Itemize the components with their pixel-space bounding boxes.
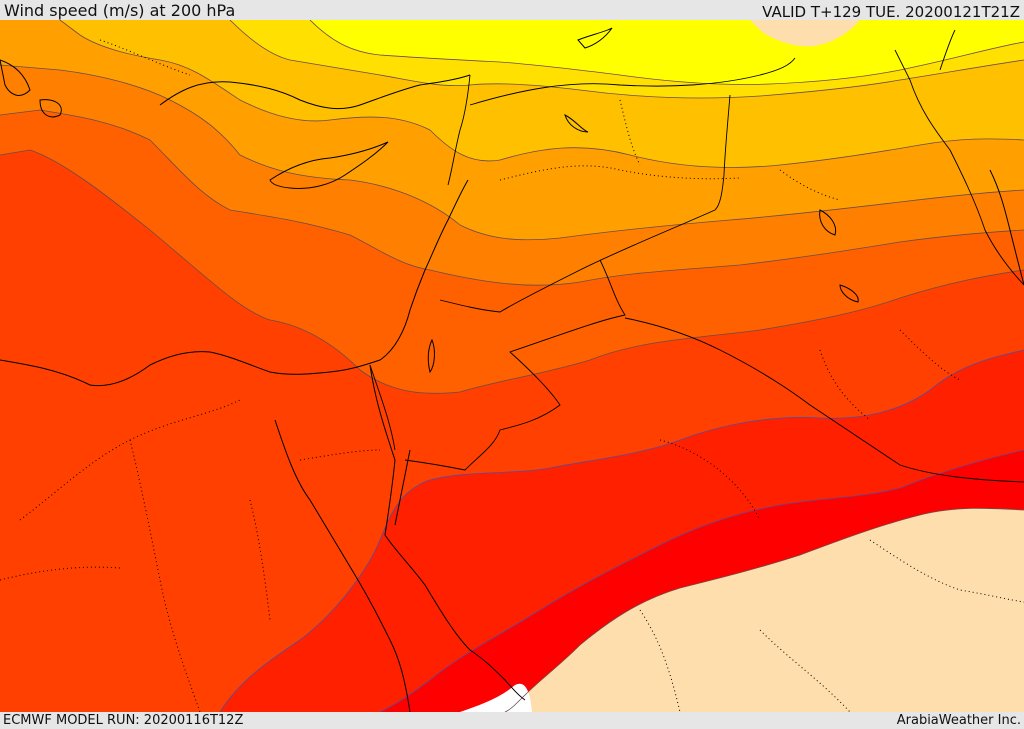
dotted-boundary	[99, 39, 191, 76]
red-sea-coast	[274, 419, 411, 712]
calm-patch-south	[505, 508, 1024, 712]
header-bar: Wind speed (m/s) at 200 hPa VALID T+129 …	[0, 0, 1024, 21]
calm-patch-north	[750, 20, 860, 47]
contour-line	[0, 109, 1024, 286]
credit-label: ArabiaWeather Inc.	[896, 713, 1021, 728]
border-line	[939, 29, 956, 71]
gulf-coast	[989, 169, 1024, 286]
wind-speed-map	[0, 20, 1024, 712]
gulf-coast	[369, 364, 396, 461]
border-line	[714, 94, 731, 211]
lake-coast	[564, 114, 589, 133]
dotted-boundary	[759, 629, 851, 712]
border-line	[894, 49, 1024, 286]
contour-line	[504, 507, 1024, 712]
red-sea-coast	[384, 459, 526, 701]
border-line	[447, 74, 471, 186]
border-line	[439, 209, 716, 313]
gulf-coast	[394, 449, 411, 526]
contour-line	[59, 20, 1024, 168]
dotted-boundary	[499, 165, 741, 181]
dead-sea	[427, 338, 435, 374]
model-run: ECMWF MODEL RUN: 20200116T12Z	[3, 713, 244, 728]
border-line	[624, 317, 1024, 483]
dotted-boundary	[129, 439, 201, 712]
border-line	[404, 259, 626, 471]
footer-bar: ECMWF MODEL RUN: 20200116T12Z ArabiaWeat…	[0, 712, 1024, 729]
dotted-boundary	[639, 609, 681, 712]
map-canvas	[0, 20, 1024, 712]
coastline	[159, 74, 471, 110]
coastline	[0, 179, 469, 387]
contour-line	[219, 349, 1024, 712]
dotted-boundary	[249, 499, 271, 621]
cyprus-coast	[269, 141, 389, 189]
contour-line	[379, 449, 1024, 712]
dotted-boundary	[299, 449, 381, 461]
dotted-boundary	[659, 439, 761, 521]
valid-time: VALID T+129 TUE. 20200121T21Z	[762, 3, 1020, 21]
lake-coast	[819, 209, 837, 236]
border-line	[369, 364, 396, 451]
lake-coast	[577, 27, 613, 49]
island-coast	[0, 59, 31, 96]
band-1	[310, 20, 1024, 85]
lake-coast	[839, 284, 859, 303]
contour-line	[0, 64, 1024, 241]
contour-line	[229, 20, 1024, 99]
border-line	[469, 57, 796, 106]
contour-line	[0, 149, 1024, 394]
dotted-boundary	[899, 329, 961, 381]
contour-line	[309, 20, 1024, 85]
island-coast	[39, 99, 62, 118]
map-title: Wind speed (m/s) at 200 hPa	[4, 1, 236, 20]
